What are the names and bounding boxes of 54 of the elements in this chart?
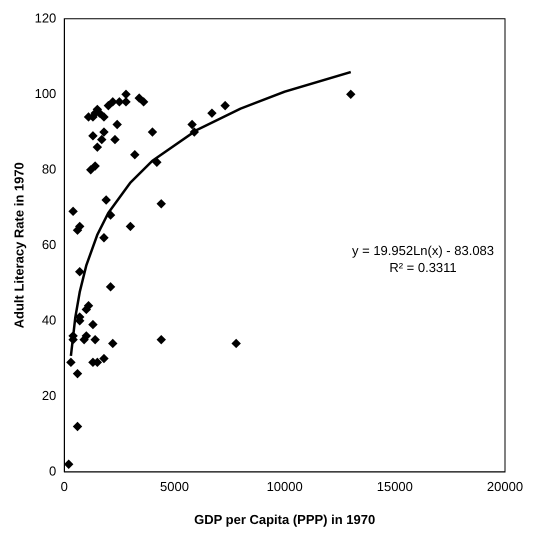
point xyxy=(112,120,122,129)
point xyxy=(99,128,108,137)
point xyxy=(126,222,135,231)
point xyxy=(188,120,197,129)
point xyxy=(152,158,162,167)
point xyxy=(97,135,106,144)
point xyxy=(190,128,199,137)
y-tick-label: 60 xyxy=(42,236,56,252)
point xyxy=(64,460,74,469)
point xyxy=(73,422,82,431)
point xyxy=(92,142,102,152)
x-tick-label: 20000 xyxy=(486,479,524,494)
point xyxy=(90,335,100,344)
point xyxy=(88,320,98,330)
y-tick-label: 20 xyxy=(42,388,56,403)
point xyxy=(73,369,82,378)
y-axis-title: Adult Literacy Rate in 1970 xyxy=(11,162,26,328)
point xyxy=(108,97,118,106)
point xyxy=(110,135,120,144)
annotation: y = 19.952Ln(x) - 83.083 xyxy=(352,242,494,258)
point xyxy=(104,101,113,110)
point xyxy=(346,90,356,99)
y-tick-label: 40 xyxy=(42,312,56,328)
point xyxy=(207,108,216,118)
point xyxy=(66,358,76,367)
point xyxy=(156,335,166,344)
point xyxy=(232,338,241,348)
x-tick-label: 15000 xyxy=(376,479,413,494)
point xyxy=(99,233,108,242)
annotation: R² = 0.3311 xyxy=(389,260,457,275)
x-axis-title: GDP per Capita (PPP) in 1970 xyxy=(194,512,376,527)
point xyxy=(220,101,230,110)
point xyxy=(68,206,78,216)
y-tick-label: 0 xyxy=(49,463,56,478)
point xyxy=(75,267,84,276)
point xyxy=(156,199,166,208)
point xyxy=(102,196,111,204)
y-tick-label: 100 xyxy=(34,86,56,101)
x-tick-label: 0 xyxy=(60,479,68,494)
point xyxy=(106,210,116,220)
point xyxy=(130,150,140,160)
point xyxy=(86,165,96,174)
point xyxy=(88,131,98,140)
point xyxy=(121,90,130,99)
y-tick-label: 80 xyxy=(42,161,56,176)
point xyxy=(99,112,108,122)
point xyxy=(134,94,144,103)
point xyxy=(148,128,157,137)
point xyxy=(99,354,108,364)
x-tick-label: 5000 xyxy=(160,479,189,494)
y-tick-label: 120 xyxy=(34,10,56,26)
x-tick-label: 10000 xyxy=(266,479,303,494)
point xyxy=(108,338,118,348)
point xyxy=(106,282,116,292)
